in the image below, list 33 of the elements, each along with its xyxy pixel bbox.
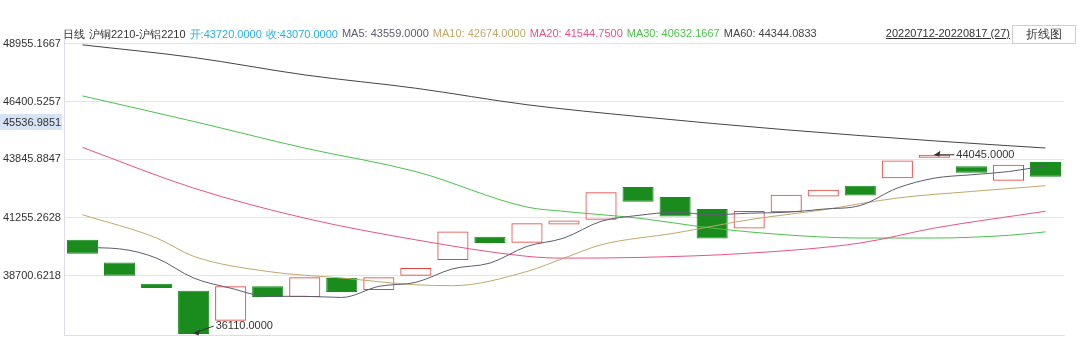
chart-title: 日线 [63,27,85,42]
line-series [82,146,1046,259]
line-series [82,185,1046,287]
y-tick-label: 48955.1667 [2,36,61,49]
text: MA5: 43559.0000 [341,27,429,41]
candlestick [1029,162,1062,177]
candlestick [326,278,358,293]
y-tick-label: 38700.6218 [2,268,61,281]
text: 20220712-20220817 (27) [885,27,1010,39]
chart-subtitle: 沪铜2210-沪铝2210 [89,27,186,42]
text: 45536.9851 [0,114,62,130]
candlestick [955,166,987,173]
line-series [82,165,1046,298]
y-tick-label: 46400.5257 [2,94,61,107]
chart-mode-button: 折线图 [1012,25,1076,44]
text: MA60: 44344.0833 [723,27,817,41]
annotation: 36110.0000 [215,319,273,332]
candlestick [252,286,284,298]
line-series [82,44,1046,149]
line-series [82,95,1046,239]
y-tick-label: 41255.2628 [2,210,61,223]
annotation: 开:43720.0000 [189,27,262,42]
candlestick [474,236,506,244]
text: MA10: 42674.0000 [432,27,526,41]
y-tick-label: 43845.8847 [2,152,61,165]
candlestick [66,239,99,254]
candlestick [622,187,654,202]
text: MA30: 40632.1667 [626,27,720,41]
annotation: 44045.0000 [956,147,1015,160]
candlestick [104,262,136,276]
text: MA20: 41544.7500 [529,27,623,41]
annotation: 收:43070.0000 [265,27,338,42]
candlestick [844,185,876,196]
